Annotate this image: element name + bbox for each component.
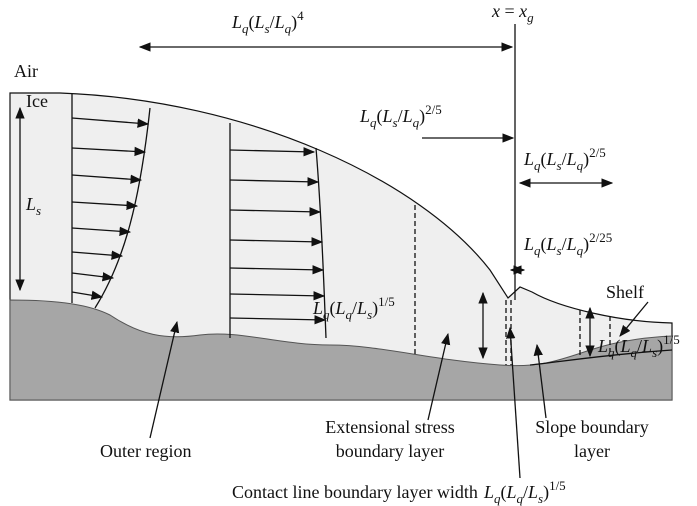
- math-part: L: [382, 106, 393, 126]
- math-part: L: [402, 106, 413, 126]
- math-part: g: [527, 10, 534, 25]
- math-label: Lq(Ls/Lq)2/5: [359, 102, 442, 130]
- math-part: L: [483, 482, 494, 502]
- region-label: layer: [574, 441, 610, 461]
- math-part: 1/5: [378, 294, 395, 309]
- region-label: boundary layer: [336, 441, 444, 461]
- shelf-label: Shelf: [606, 282, 644, 302]
- region-label: Outer region: [100, 441, 191, 461]
- math-label: Lq(Ls/Lq)4: [231, 8, 304, 36]
- math-part: L: [25, 194, 36, 214]
- air-label: Air: [14, 61, 38, 81]
- math-part: L: [523, 149, 534, 169]
- math-part: L: [620, 336, 631, 356]
- math-part: L: [356, 298, 367, 318]
- ice-label: Ice: [26, 91, 48, 111]
- math-part: L: [505, 482, 516, 502]
- math-part: 2/25: [589, 230, 612, 245]
- math-part: =: [500, 1, 519, 21]
- math-part: L: [523, 234, 534, 254]
- region-label: Extensional stress: [325, 417, 454, 437]
- math-part: 1/5: [663, 332, 680, 347]
- diagram: Air Ice Shelf Outer region Extensional s…: [0, 0, 697, 506]
- math-part: L: [546, 234, 557, 254]
- math-part: L: [359, 106, 370, 126]
- math-part: L: [274, 12, 285, 32]
- math-part: L: [231, 12, 242, 32]
- math-part: L: [641, 336, 652, 356]
- math-part: L: [546, 149, 557, 169]
- math-part: s: [36, 203, 41, 218]
- math-part: L: [312, 298, 323, 318]
- math-label: Lq(Ls/Lq)2/5: [523, 145, 606, 173]
- math-part: L: [335, 298, 346, 318]
- math-part: L: [254, 12, 265, 32]
- region-label: Slope boundary: [535, 417, 648, 437]
- math-part: L: [566, 234, 577, 254]
- math-part: L: [527, 482, 538, 502]
- math-label: x = xg: [491, 1, 534, 25]
- math-part: L: [597, 336, 608, 356]
- math-part: 2/5: [425, 102, 442, 117]
- math-part: x: [491, 1, 500, 21]
- math-part: L: [566, 149, 577, 169]
- math-part: 2/5: [589, 145, 606, 160]
- math-label: Lq(Ls/Lq)2/25: [523, 230, 612, 258]
- math-part: 4: [297, 8, 304, 23]
- math-part: x: [518, 1, 527, 21]
- math-part: 1/5: [549, 478, 566, 493]
